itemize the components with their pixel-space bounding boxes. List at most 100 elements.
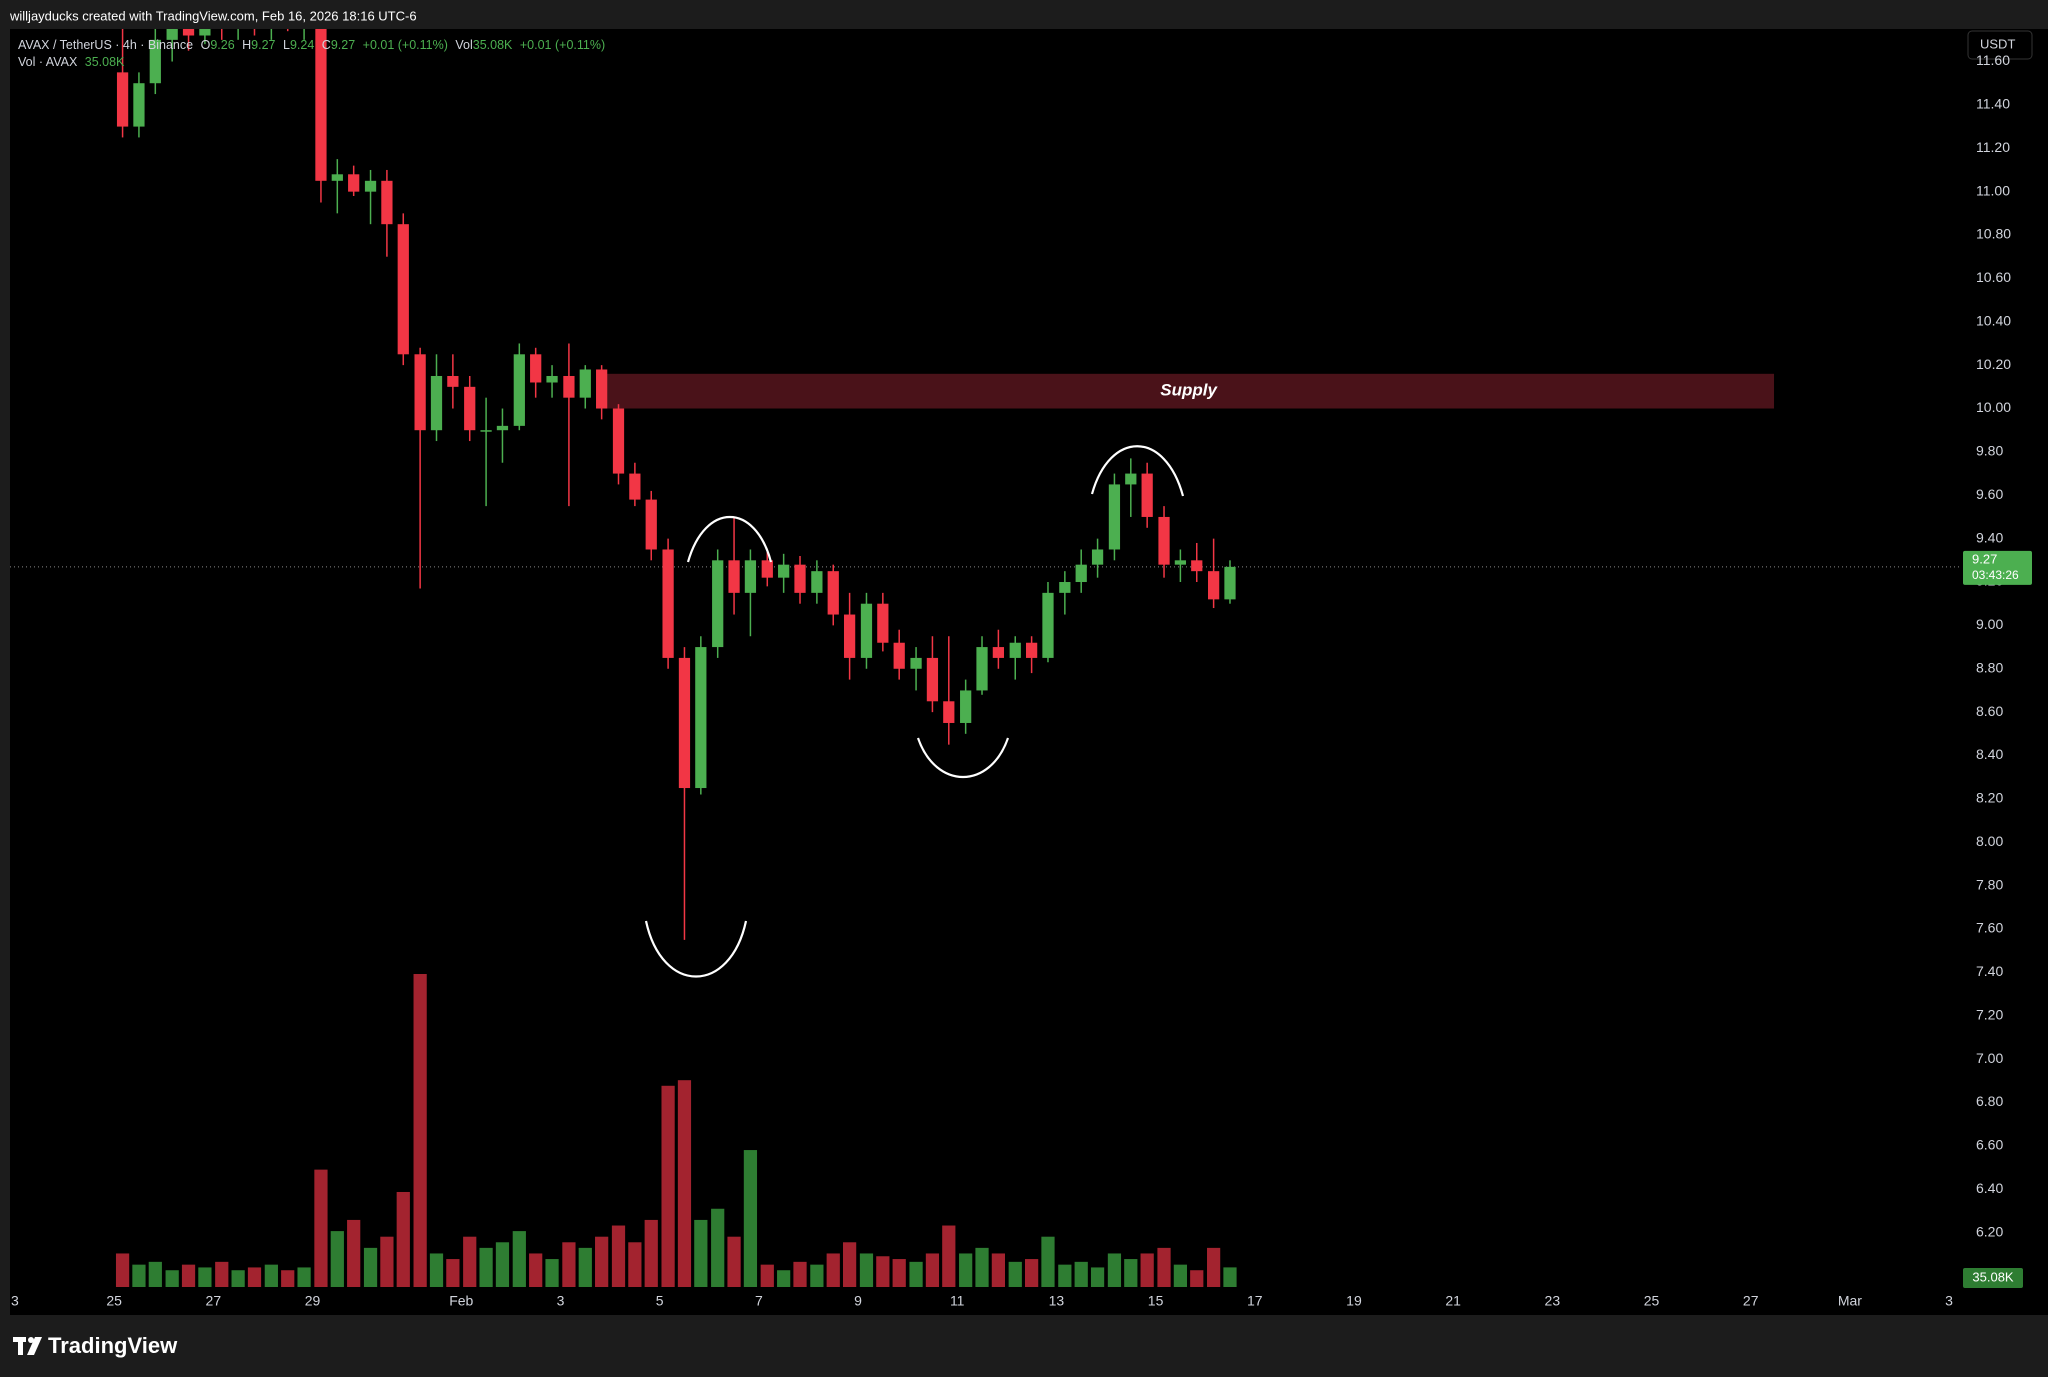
volume-bar [661,1085,675,1287]
legend: AVAX / TetherUS · 4h · Binance O9.26 H9.… [18,38,605,52]
x-tick-label: 9 [854,1293,862,1309]
volume-bar [297,1267,311,1287]
x-tick-label: 17 [1247,1293,1263,1309]
x-tick-label: 27 [206,1293,222,1309]
candle-body [1158,516,1170,565]
candle-body [893,642,905,669]
candle-body [794,564,806,593]
volume-bar [545,1259,559,1287]
y-tick-label: 8.80 [1976,659,2003,675]
volume-bar [959,1253,973,1287]
volume-bar [264,1264,278,1287]
candle-body [778,564,790,578]
volume-bar [495,1242,510,1287]
y-tick-label: 8.60 [1976,703,2003,719]
volume-bar [529,1253,543,1287]
volume-bar [909,1261,923,1287]
legend-value: 9.27 [331,38,355,52]
y-tick-label: 8.40 [1976,746,2003,762]
volume-bar [115,1253,130,1287]
volume-bar [826,1253,840,1287]
candle-body [1091,549,1104,565]
currency-button[interactable] [1967,30,2033,60]
candle-body [976,647,988,691]
candle-body [645,499,657,550]
volume-bar [694,1219,708,1287]
candle-body [827,571,839,615]
volume-bar [562,1242,576,1287]
volume-bar [281,1270,295,1287]
attribution: willjayducks created with TradingView.co… [9,8,417,23]
candle-body [414,354,426,431]
volume-bar [330,1231,344,1287]
volume-bar [793,1261,807,1287]
candle-body [695,647,707,789]
candle-body [1042,592,1054,658]
y-tick-label: 11.00 [1976,182,2010,198]
candle-body [811,571,823,593]
logo-part [28,1337,34,1343]
x-tick-label: 11 [950,1293,965,1309]
volume-bar [628,1242,642,1287]
x-tick-label: 29 [305,1293,321,1309]
volume-bar [479,1247,493,1287]
y-tick-label: 11.40 [1976,96,2010,112]
candle-body [348,174,360,192]
x-tick-label: 25 [106,1293,122,1309]
candle-body [447,375,459,387]
price-badge-countdown: 03:43:26 [1972,568,2019,582]
legend-label: L [283,38,290,52]
candle-body [910,657,922,669]
y-tick-label: 11.20 [1976,139,2010,155]
volume-bar [231,1270,245,1287]
volume-bar [727,1236,741,1287]
volume-bar [876,1256,890,1287]
candle-body [1025,642,1038,658]
volume-bar [347,1219,361,1287]
candle-body [1174,560,1187,565]
volume-bar [463,1236,477,1287]
currency[interactable]: USDT [1980,36,2015,51]
volume-bar [578,1247,592,1287]
x-tick-label: 3 [11,1293,19,1309]
candle-body [761,560,773,578]
volume-badge-value: 35.08K [1972,1269,2014,1284]
y-tick-label: 8.20 [1976,790,2003,806]
candle-body [1125,473,1137,485]
volume-bar [925,1253,940,1287]
y-tick-label: 7.00 [1976,1050,2003,1066]
volume-bar [859,1253,874,1287]
legend-change: +0.01 (+0.11%) [520,38,605,52]
y-tick-label: 10.60 [1976,269,2011,285]
volume-bar [942,1225,956,1287]
candle-body [133,83,145,127]
x-tick-label: Mar [1838,1293,1862,1309]
y-tick-label: 9.00 [1976,616,2003,632]
volume-bar [198,1267,212,1287]
candle-body [744,560,757,593]
x-tick-label: 3 [1945,1293,1953,1309]
annotations [644,445,1185,978]
volume-bar [1074,1261,1088,1287]
candle-body [728,560,740,593]
arc-annotation [644,920,748,978]
candle-body [712,560,724,648]
zone-label: Supply [1160,381,1218,400]
x-tick-label: 7 [755,1293,763,1309]
volume-bar [777,1270,791,1287]
volume-bar [1025,1259,1039,1287]
candle-body [149,39,161,84]
symbol: AVAX / TetherUS · 4h · Binance [18,38,193,52]
volume-bar [314,1169,328,1287]
x-tick-label: 27 [1743,1293,1759,1309]
volume-bar [711,1208,725,1287]
legend-label: Vol · AVAX [18,55,78,69]
legend-value: 35.08K [473,38,513,52]
candle-body [1207,571,1220,600]
volume-bar [1124,1259,1138,1287]
volume-bar [1008,1261,1022,1287]
y-tick-label: 8.00 [1976,833,2003,849]
candle-body [860,603,873,658]
volume-bar [132,1264,146,1287]
